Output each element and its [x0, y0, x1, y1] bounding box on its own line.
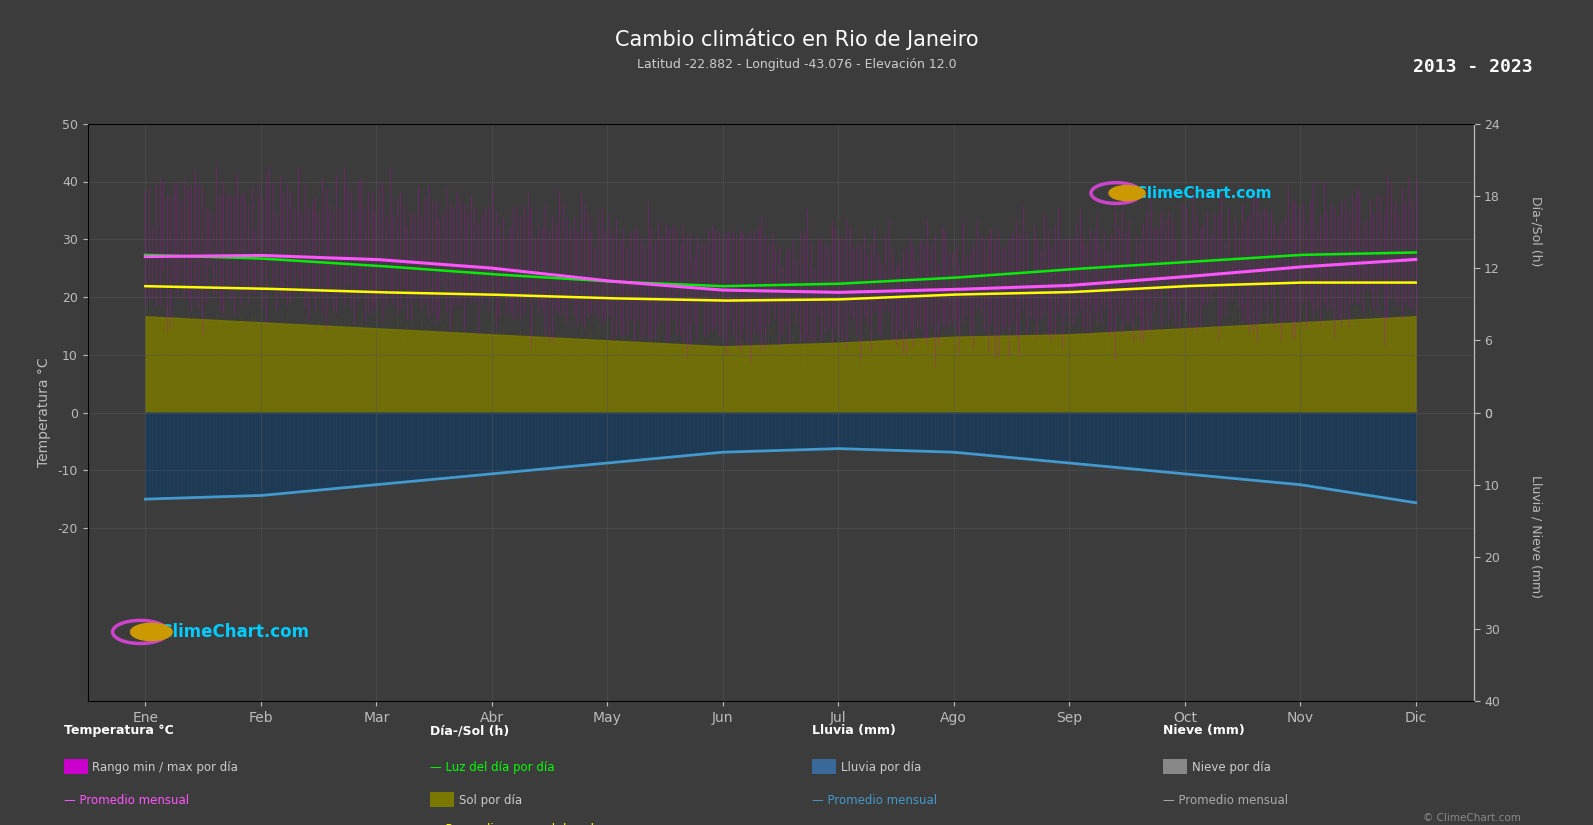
Text: Temperatura °C: Temperatura °C — [64, 724, 174, 738]
Text: © ClimeChart.com: © ClimeChart.com — [1424, 813, 1521, 823]
Text: Sol por día: Sol por día — [459, 794, 523, 807]
Text: Rango min / max por día: Rango min / max por día — [92, 761, 239, 774]
Text: — Promedio mensual: — Promedio mensual — [1163, 794, 1289, 807]
Text: — Promedio mensual: — Promedio mensual — [812, 794, 938, 807]
Text: — Luz del día por día: — Luz del día por día — [430, 761, 554, 774]
Text: Día-/Sol (h): Día-/Sol (h) — [1529, 196, 1542, 266]
Text: 2013 - 2023: 2013 - 2023 — [1413, 58, 1532, 76]
Text: Nieve (mm): Nieve (mm) — [1163, 724, 1244, 738]
Text: Lluvia por día: Lluvia por día — [841, 761, 921, 774]
Circle shape — [131, 624, 172, 640]
Text: ClimeChart.com: ClimeChart.com — [143, 623, 309, 641]
Text: Nieve por día: Nieve por día — [1192, 761, 1271, 774]
Circle shape — [1109, 186, 1145, 200]
Text: Lluvia (mm): Lluvia (mm) — [812, 724, 897, 738]
Y-axis label: Temperatura °C: Temperatura °C — [37, 358, 51, 467]
Text: Cambio climático en Rio de Janeiro: Cambio climático en Rio de Janeiro — [615, 29, 978, 50]
Text: Día-/Sol (h): Día-/Sol (h) — [430, 724, 510, 738]
Text: Latitud -22.882 - Longitud -43.076 - Elevación 12.0: Latitud -22.882 - Longitud -43.076 - Ele… — [637, 58, 956, 71]
Text: — Promedio mensual de sol: — Promedio mensual de sol — [430, 823, 594, 825]
Text: ClimeChart.com: ClimeChart.com — [1120, 186, 1271, 200]
Text: Lluvia / Nieve (mm): Lluvia / Nieve (mm) — [1529, 474, 1542, 598]
Text: — Promedio mensual: — Promedio mensual — [64, 794, 190, 807]
